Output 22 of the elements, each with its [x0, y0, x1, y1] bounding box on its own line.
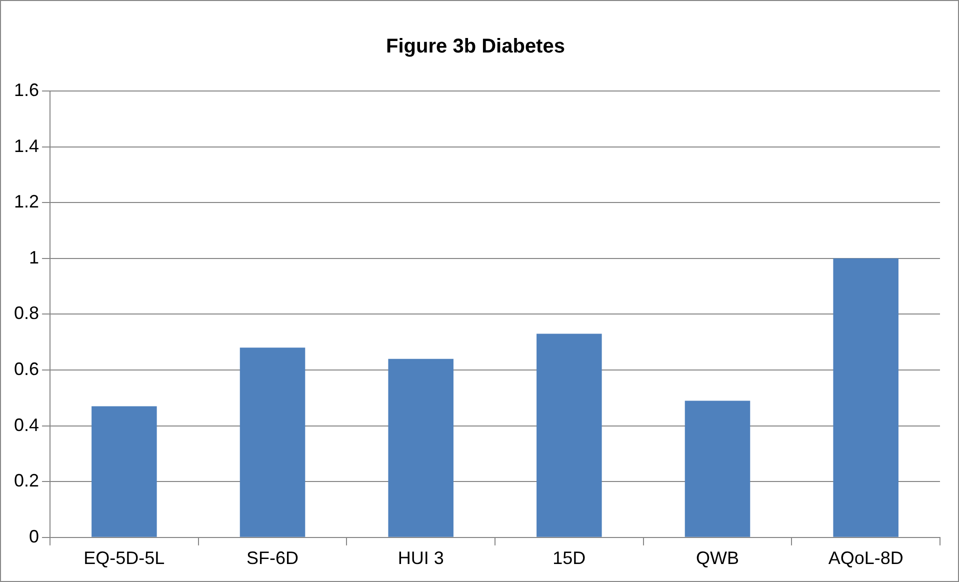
- y-tick-label: 1.4: [14, 136, 40, 156]
- bar: [240, 348, 306, 537]
- bar: [388, 358, 454, 537]
- x-tick-label: HUI 3: [398, 548, 444, 568]
- y-tick-label: 0.4: [14, 414, 40, 435]
- y-tick-label: 1.2: [14, 192, 40, 212]
- y-tick-label: 1.6: [14, 80, 40, 100]
- bar: [684, 400, 750, 537]
- bar: [833, 258, 898, 537]
- y-tick-label: 0.8: [14, 303, 40, 324]
- y-tick-label: 1: [29, 247, 40, 268]
- y-tick-label: 0.6: [14, 358, 40, 379]
- x-tick-label: QWB: [696, 548, 740, 568]
- x-tick-label: SF-6D: [246, 548, 299, 568]
- bar: [536, 334, 602, 537]
- bar: [92, 406, 157, 537]
- y-tick-label: 0.2: [14, 470, 40, 491]
- x-tick-label: AQoL-8D: [828, 548, 904, 568]
- chart-title: Figure 3b Diabetes: [386, 36, 565, 58]
- x-tick-label: 15D: [552, 548, 586, 568]
- y-tick-label: 0: [29, 526, 40, 546]
- x-tick-label: EQ-5D-5L: [84, 548, 165, 568]
